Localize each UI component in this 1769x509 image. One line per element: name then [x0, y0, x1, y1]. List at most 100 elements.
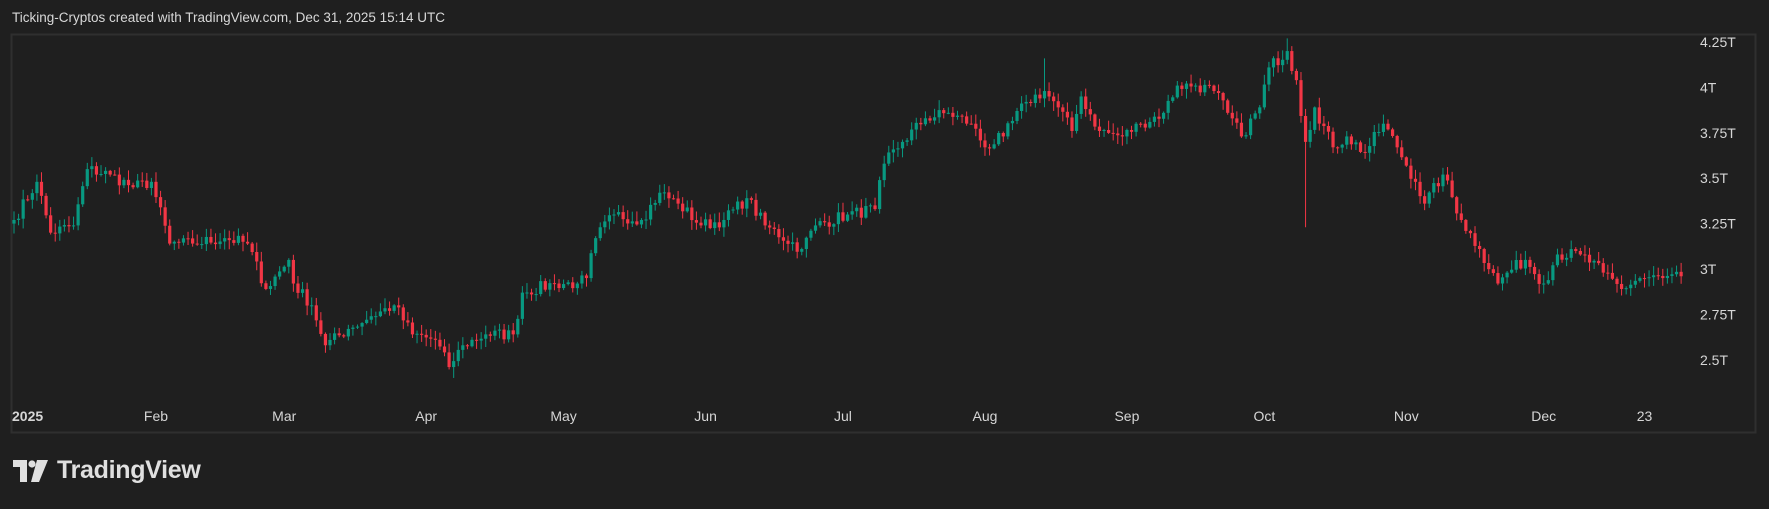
candle[interactable]	[305, 282, 309, 316]
candle[interactable]	[387, 301, 392, 316]
candle[interactable]	[1047, 82, 1051, 102]
candle[interactable]	[630, 211, 634, 228]
candle[interactable]	[864, 197, 868, 219]
candle[interactable]	[1629, 279, 1633, 296]
candle[interactable]	[355, 324, 360, 329]
candle[interactable]	[644, 210, 648, 230]
candle[interactable]	[594, 236, 598, 256]
candle[interactable]	[1166, 94, 1170, 120]
candle[interactable]	[754, 193, 758, 221]
candle[interactable]	[1510, 260, 1514, 274]
candle[interactable]	[1656, 267, 1660, 280]
candle[interactable]	[1029, 99, 1033, 107]
candle[interactable]	[726, 204, 731, 227]
candle[interactable]	[1482, 247, 1486, 272]
candle[interactable]	[603, 215, 607, 234]
candle[interactable]	[671, 194, 676, 200]
candle[interactable]	[1267, 61, 1271, 92]
candle[interactable]	[1253, 110, 1257, 120]
candle[interactable]	[690, 200, 694, 230]
candle[interactable]	[649, 197, 653, 226]
candle[interactable]	[1111, 123, 1115, 141]
candle[interactable]	[1001, 131, 1005, 143]
candle[interactable]	[1409, 158, 1413, 189]
candle[interactable]	[1294, 68, 1298, 85]
candle[interactable]	[1606, 264, 1610, 280]
candle[interactable]	[745, 190, 749, 218]
candle[interactable]	[383, 298, 387, 315]
candle[interactable]	[703, 212, 708, 232]
candle[interactable]	[1354, 139, 1358, 151]
candle[interactable]	[131, 182, 135, 190]
candle[interactable]	[781, 228, 786, 251]
candle[interactable]	[736, 196, 740, 215]
candle[interactable]	[1587, 247, 1592, 272]
candle[interactable]	[1235, 111, 1239, 129]
candle[interactable]	[1097, 118, 1102, 137]
candle[interactable]	[1455, 195, 1459, 221]
candle[interactable]	[1450, 171, 1454, 199]
candle[interactable]	[1500, 273, 1505, 291]
candle[interactable]	[694, 211, 699, 230]
candle[interactable]	[731, 206, 735, 214]
candle[interactable]	[99, 165, 103, 177]
candle[interactable]	[1473, 226, 1477, 253]
candle[interactable]	[209, 228, 213, 245]
candle[interactable]	[1468, 229, 1473, 239]
candle[interactable]	[1244, 132, 1248, 139]
candle[interactable]	[497, 323, 502, 339]
candle[interactable]	[287, 258, 291, 274]
candle[interactable]	[1249, 114, 1253, 140]
candle[interactable]	[461, 337, 465, 359]
candle[interactable]	[397, 297, 401, 316]
candle[interactable]	[859, 199, 863, 226]
candle[interactable]	[113, 170, 117, 176]
candle[interactable]	[937, 100, 941, 124]
candle[interactable]	[1303, 108, 1308, 228]
candle[interactable]	[580, 270, 584, 289]
candle[interactable]	[791, 232, 795, 251]
candle[interactable]	[232, 231, 236, 246]
candle[interactable]	[749, 196, 753, 204]
candle[interactable]	[296, 276, 300, 299]
candle[interactable]	[1276, 51, 1280, 73]
candle[interactable]	[1189, 74, 1193, 93]
candle[interactable]	[1487, 254, 1491, 275]
candle[interactable]	[768, 220, 772, 235]
candle[interactable]	[1221, 91, 1225, 110]
candle[interactable]	[1551, 261, 1555, 286]
price-axis[interactable]: 4.25T 4T 3.75T 3.5T 3.25T 3T 2.75T 2.5T	[1700, 34, 1736, 368]
candle[interactable]	[873, 197, 877, 211]
candle[interactable]	[1642, 273, 1647, 288]
candle[interactable]	[1615, 276, 1619, 293]
candle[interactable]	[1395, 134, 1399, 154]
candle[interactable]	[919, 117, 923, 131]
candle[interactable]	[1358, 140, 1363, 154]
candle[interactable]	[1372, 124, 1376, 154]
candle[interactable]	[154, 172, 158, 203]
candle[interactable]	[562, 279, 566, 291]
candle[interactable]	[319, 312, 323, 337]
candle[interactable]	[1555, 248, 1560, 268]
candle[interactable]	[1024, 94, 1028, 113]
candle[interactable]	[621, 205, 625, 227]
candle[interactable]	[946, 107, 950, 115]
candle[interactable]	[1514, 250, 1518, 273]
candle[interactable]	[420, 324, 424, 342]
candle[interactable]	[1400, 140, 1404, 160]
candle[interactable]	[1216, 84, 1221, 100]
candle[interactable]	[1569, 240, 1573, 262]
candle[interactable]	[58, 219, 62, 241]
candle[interactable]	[1464, 218, 1468, 234]
candle[interactable]	[328, 333, 332, 351]
candle[interactable]	[1056, 93, 1060, 117]
candle[interactable]	[708, 214, 712, 230]
time-axis[interactable]: 2025 Feb Mar Apr May Jun Jul Aug Sep Oct Nov Dec 23	[12, 408, 1652, 424]
candle[interactable]	[429, 329, 433, 347]
candle[interactable]	[1226, 98, 1230, 115]
candle[interactable]	[30, 189, 34, 209]
candle[interactable]	[1349, 134, 1353, 150]
candle[interactable]	[1180, 82, 1184, 96]
candle[interactable]	[1175, 81, 1179, 99]
